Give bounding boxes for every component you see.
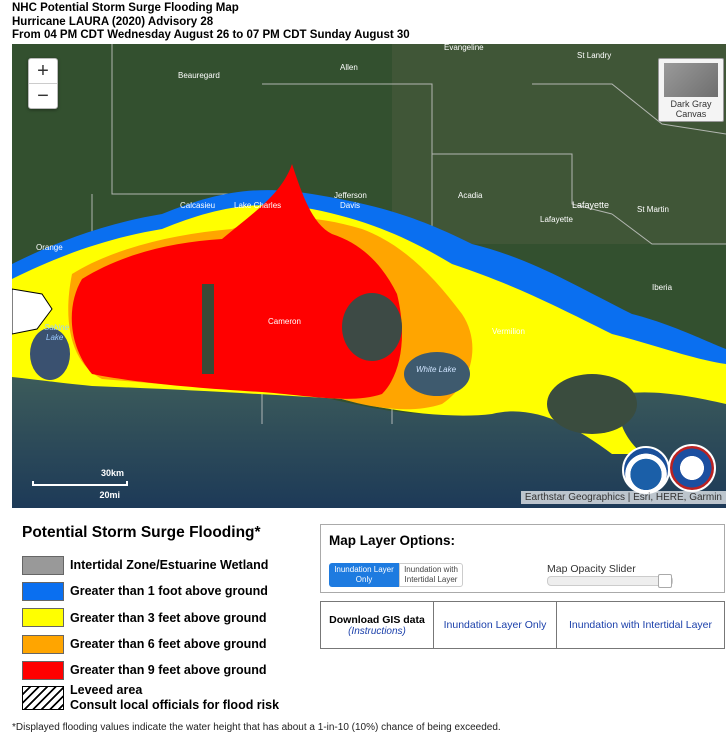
legend-title: Potential Storm Surge Flooding* <box>22 524 261 541</box>
opacity-slider[interactable] <box>547 574 673 588</box>
sabine-lake-water <box>30 328 70 380</box>
legend-swatch <box>22 608 64 628</box>
label-allen: Allen <box>340 63 358 72</box>
legend-swatch <box>22 555 64 575</box>
label-white-lake: White Lake <box>416 365 457 374</box>
map-canvas: Evangeline St Landry Allen Beauregard Je… <box>12 44 726 508</box>
label-iberia: Iberia <box>652 283 673 292</box>
svg-text:Davis: Davis <box>340 201 360 210</box>
label-evangeline: Evangeline <box>444 44 484 52</box>
legend-item: Greater than 9 feet above ground <box>22 657 302 683</box>
label-sabine-lake: Sabine <box>44 323 69 332</box>
scale-bar: 30km 20mi <box>32 468 128 500</box>
download-inundation-only-link[interactable]: Inundation Layer Only <box>434 602 557 648</box>
scale-km: 30km <box>100 468 124 478</box>
label-st-martin: St Martin <box>637 205 669 214</box>
label-cameron: Cameron <box>268 317 301 326</box>
label-calcasieu: Calcasieu <box>180 201 215 210</box>
levee-note: Consult local officials for flood risk <box>70 698 280 713</box>
footnote: *Displayed flooding values indicate the … <box>12 722 501 733</box>
header-advisory: Hurricane LAURA (2020) Advisory 28 <box>12 15 214 28</box>
noaa-logo-icon <box>622 446 670 494</box>
surge-9ft <box>71 164 402 399</box>
legend-item: Intertidal Zone/Estuarine Wetland <box>22 552 302 578</box>
place-labels: Evangeline St Landry Allen Beauregard Je… <box>36 44 673 374</box>
vermilion-bay <box>547 374 637 434</box>
legend-label: Intertidal Zone/Estuarine Wetland <box>70 558 269 573</box>
opacity-slider-label: Map Opacity Slider <box>547 563 636 575</box>
download-gis-cell: Download GIS data (Instructions) <box>321 602 434 648</box>
white-lake-water <box>404 352 470 396</box>
basemap-toggle[interactable]: Dark Gray Canvas <box>658 58 724 122</box>
legend-item: Greater than 3 feet above ground <box>22 605 302 631</box>
label-lafayette-parish: Lafayette <box>540 215 573 224</box>
levee-swatch <box>22 686 64 711</box>
label-vermilion: Vermilion <box>492 327 525 336</box>
legend-item: Greater than 1 foot above ground <box>22 578 302 604</box>
instructions-link[interactable]: (Instructions) <box>348 625 406 637</box>
label-lake-charles: Lake Charles <box>234 201 281 210</box>
label-orange: Orange <box>36 243 63 252</box>
inundation-intertidal-toggle[interactable]: Inundation with Intertidal Layer <box>399 563 463 587</box>
nws-logo-icon <box>668 444 716 492</box>
map-header: NHC Potential Storm Surge Flooding Map H… <box>12 2 410 43</box>
label-st-landry: St Landry <box>577 51 611 60</box>
levee-label: Leveed area <box>70 683 143 698</box>
label-jefferson-davis: Jefferson <box>334 191 367 200</box>
label-beauregard: Beauregard <box>178 71 220 80</box>
download-gis-label: Download GIS data <box>329 613 425 626</box>
basemap-label: Dark Gray <box>670 99 712 109</box>
label-lafayette-city: Lafayette <box>572 200 609 210</box>
scale-mi: 20mi <box>99 490 120 500</box>
zoom-control: + − <box>28 58 58 109</box>
legend-swatch <box>22 634 64 654</box>
download-inundation-intertidal-link[interactable]: Inundation with Intertidal Layer <box>568 619 712 631</box>
map-attribution: Earthstar Geographics | Esri, HERE, Garm… <box>520 491 726 504</box>
legend-label: Greater than 3 feet above ground <box>70 610 267 625</box>
legend-swatch <box>22 581 64 601</box>
legend: Potential Storm Surge Flooding* Intertid… <box>22 524 302 713</box>
levee-area <box>12 288 53 335</box>
gis-download-bar: Download GIS data (Instructions) Inundat… <box>320 601 725 649</box>
header-title: NHC Potential Storm Surge Flooding Map <box>12 2 239 14</box>
legend-item: Greater than 6 feet above ground <box>22 631 302 657</box>
basemap-thumbnail <box>664 63 718 97</box>
legend-label: Greater than 6 feet above ground <box>70 637 267 652</box>
svg-text:Lake: Lake <box>46 333 64 342</box>
zoom-in-button[interactable]: + <box>29 59 57 84</box>
legend-levee: Leveed area Consult local officials for … <box>22 683 302 713</box>
inundation-only-toggle[interactable]: Inundation Layer Only <box>329 563 399 587</box>
zoom-out-button[interactable]: − <box>37 85 49 107</box>
marsh-strip <box>202 284 214 374</box>
opacity-slider-handle[interactable] <box>658 574 672 588</box>
options-title: Map Layer Options: <box>329 533 456 548</box>
header-timeframe: From 04 PM CDT Wednesday August 26 to 07… <box>12 29 410 41</box>
map-layer-options: Map Layer Options: Inundation Layer Only… <box>320 524 725 593</box>
legend-label: Greater than 1 foot above ground <box>70 584 268 599</box>
grand-lake <box>342 293 402 361</box>
legend-swatch <box>22 660 64 680</box>
legend-label: Greater than 9 feet above ground <box>70 663 267 678</box>
scale-line <box>32 481 128 486</box>
basemap-label-2: Canvas <box>675 109 707 119</box>
surge-map[interactable]: Evangeline St Landry Allen Beauregard Je… <box>12 44 726 508</box>
label-acadia: Acadia <box>458 191 483 200</box>
